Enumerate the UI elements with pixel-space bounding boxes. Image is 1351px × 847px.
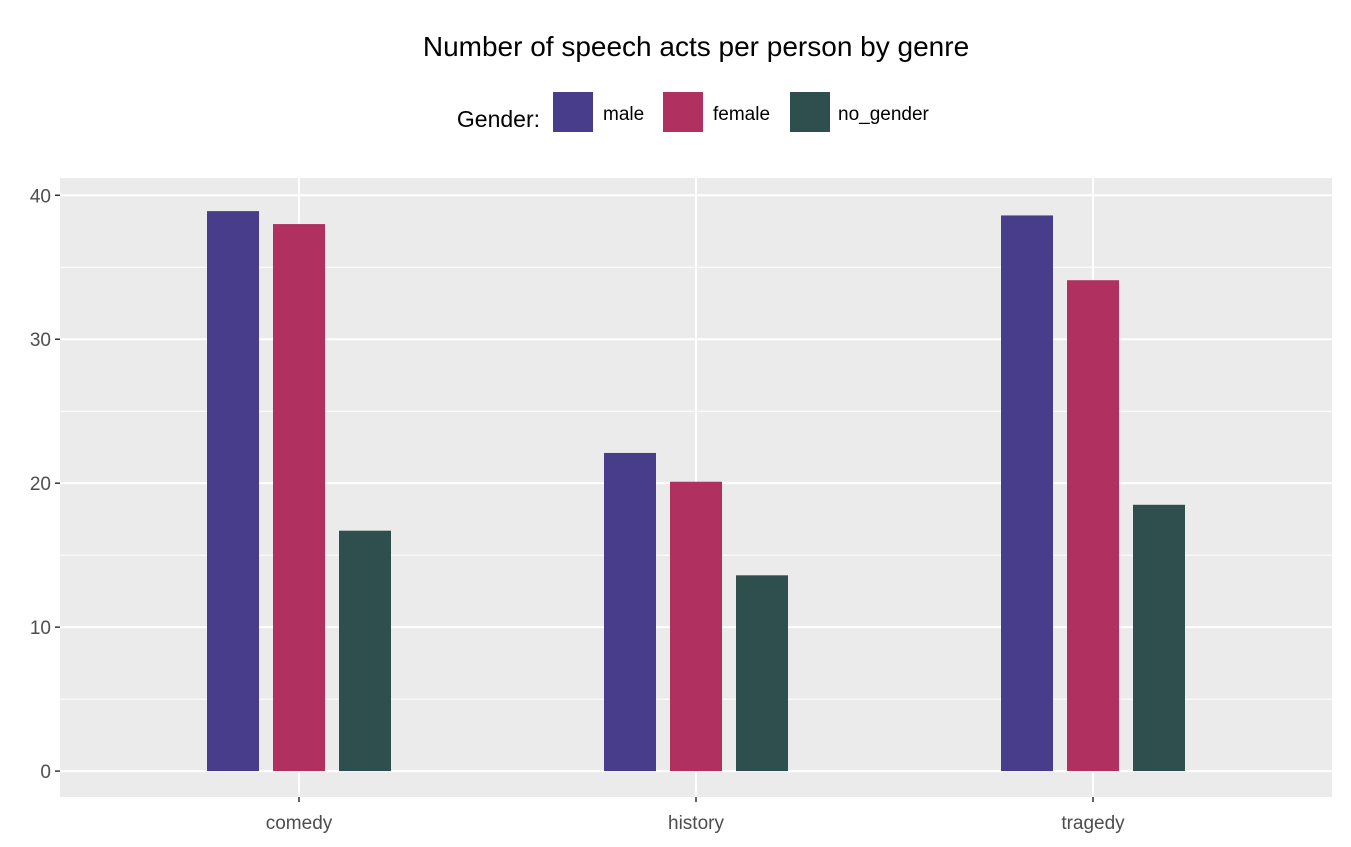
bar-male-tragedy <box>1001 215 1053 772</box>
bars <box>207 211 1185 772</box>
y-tick-label: 10 <box>30 618 51 639</box>
legend-key-male <box>553 92 593 132</box>
legend-key-no_gender <box>790 92 830 132</box>
bar-no_gender-comedy <box>339 530 391 772</box>
x-axis: comedy history tragedy <box>266 797 1125 834</box>
chart-title: Number of speech acts per person by genr… <box>423 31 969 62</box>
legend: Gender: male female no_gender <box>457 92 930 132</box>
y-tick-label: 0 <box>40 762 51 783</box>
legend-items: male female no_gender <box>553 92 930 132</box>
bar-male-comedy <box>207 211 259 772</box>
legend-item-male: male <box>553 92 644 132</box>
y-tick-label: 20 <box>30 474 51 495</box>
x-tick-label: tragedy <box>1061 813 1125 834</box>
x-tick-label: history <box>668 813 724 834</box>
y-tick-label: 40 <box>30 186 51 207</box>
bar-no_gender-tragedy <box>1133 504 1185 772</box>
bar-female-history <box>670 481 722 772</box>
bar-male-history <box>604 452 656 772</box>
legend-item-no_gender: no_gender <box>790 92 930 132</box>
legend-label-no_gender: no_gender <box>838 104 930 125</box>
bar-female-comedy <box>273 224 325 772</box>
bar-female-tragedy <box>1067 280 1119 772</box>
legend-label-male: male <box>603 104 644 125</box>
legend-key-female <box>663 92 703 132</box>
legend-title: Gender: <box>457 106 540 132</box>
legend-label-female: female <box>713 104 770 125</box>
y-tick-label: 30 <box>30 330 51 351</box>
y-axis: 0 10 20 30 40 <box>30 186 60 783</box>
bar-no_gender-history <box>736 575 788 772</box>
legend-item-female: female <box>663 92 770 132</box>
x-tick-label: comedy <box>266 813 333 834</box>
